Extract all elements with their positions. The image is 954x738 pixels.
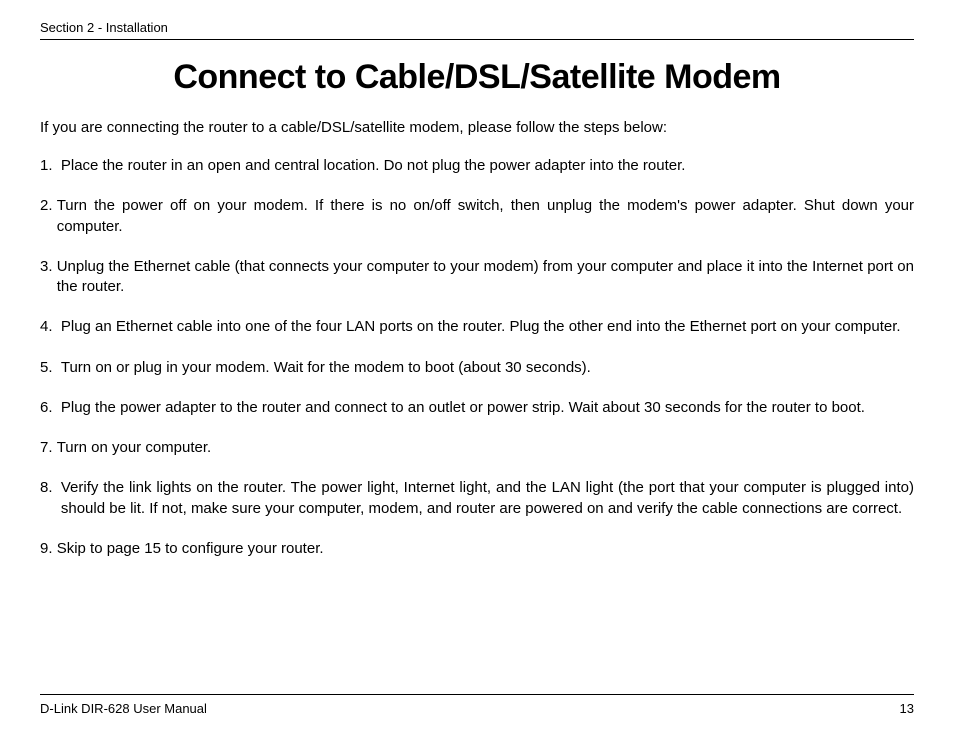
- steps-list: 1. Place the router in an open and centr…: [40, 156, 914, 559]
- step-number: 2.: [40, 196, 57, 237]
- step-text: Turn the power off on your modem. If the…: [57, 196, 914, 237]
- step-number: 7.: [40, 438, 57, 458]
- step-text: Turn on your computer.: [57, 438, 914, 458]
- page-footer: D-Link DIR-628 User Manual 13: [40, 694, 914, 716]
- step-item: 2. Turn the power off on your modem. If …: [40, 196, 914, 237]
- step-text: Plug an Ethernet cable into one of the f…: [61, 317, 914, 337]
- footer-rule: [40, 694, 914, 695]
- intro-text: If you are connecting the router to a ca…: [40, 119, 914, 136]
- step-item: 8. Verify the link lights on the router.…: [40, 478, 914, 519]
- step-item: 6. Plug the power adapter to the router …: [40, 398, 914, 418]
- section-header: Section 2 - Installation: [40, 20, 914, 35]
- page-title: Connect to Cable/DSL/Satellite Modem: [40, 58, 914, 97]
- step-number: 8.: [40, 478, 61, 519]
- step-item: 3. Unplug the Ethernet cable (that conne…: [40, 257, 914, 298]
- header-rule: [40, 39, 914, 40]
- step-text: Unplug the Ethernet cable (that connects…: [57, 257, 914, 298]
- step-number: 5.: [40, 358, 61, 378]
- step-number: 6.: [40, 398, 61, 418]
- step-item: 4. Plug an Ethernet cable into one of th…: [40, 317, 914, 337]
- step-text: Place the router in an open and central …: [61, 156, 914, 176]
- step-number: 1.: [40, 156, 61, 176]
- step-text: Skip to page 15 to configure your router…: [57, 539, 914, 559]
- step-number: 4.: [40, 317, 61, 337]
- footer-left: D-Link DIR-628 User Manual: [40, 701, 207, 716]
- step-number: 3.: [40, 257, 57, 298]
- step-item: 9. Skip to page 15 to configure your rou…: [40, 539, 914, 559]
- step-item: 7. Turn on your computer.: [40, 438, 914, 458]
- footer-page-number: 13: [900, 701, 914, 716]
- step-item: 5. Turn on or plug in your modem. Wait f…: [40, 358, 914, 378]
- step-item: 1. Place the router in an open and centr…: [40, 156, 914, 176]
- step-text: Plug the power adapter to the router and…: [61, 398, 914, 418]
- step-text: Verify the link lights on the router. Th…: [61, 478, 914, 519]
- step-text: Turn on or plug in your modem. Wait for …: [61, 358, 914, 378]
- step-number: 9.: [40, 539, 57, 559]
